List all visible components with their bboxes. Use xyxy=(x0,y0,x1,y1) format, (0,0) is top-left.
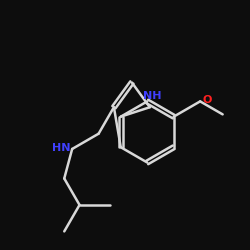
Text: O: O xyxy=(202,95,212,105)
Text: NH: NH xyxy=(143,91,162,101)
Text: HN: HN xyxy=(52,142,70,152)
